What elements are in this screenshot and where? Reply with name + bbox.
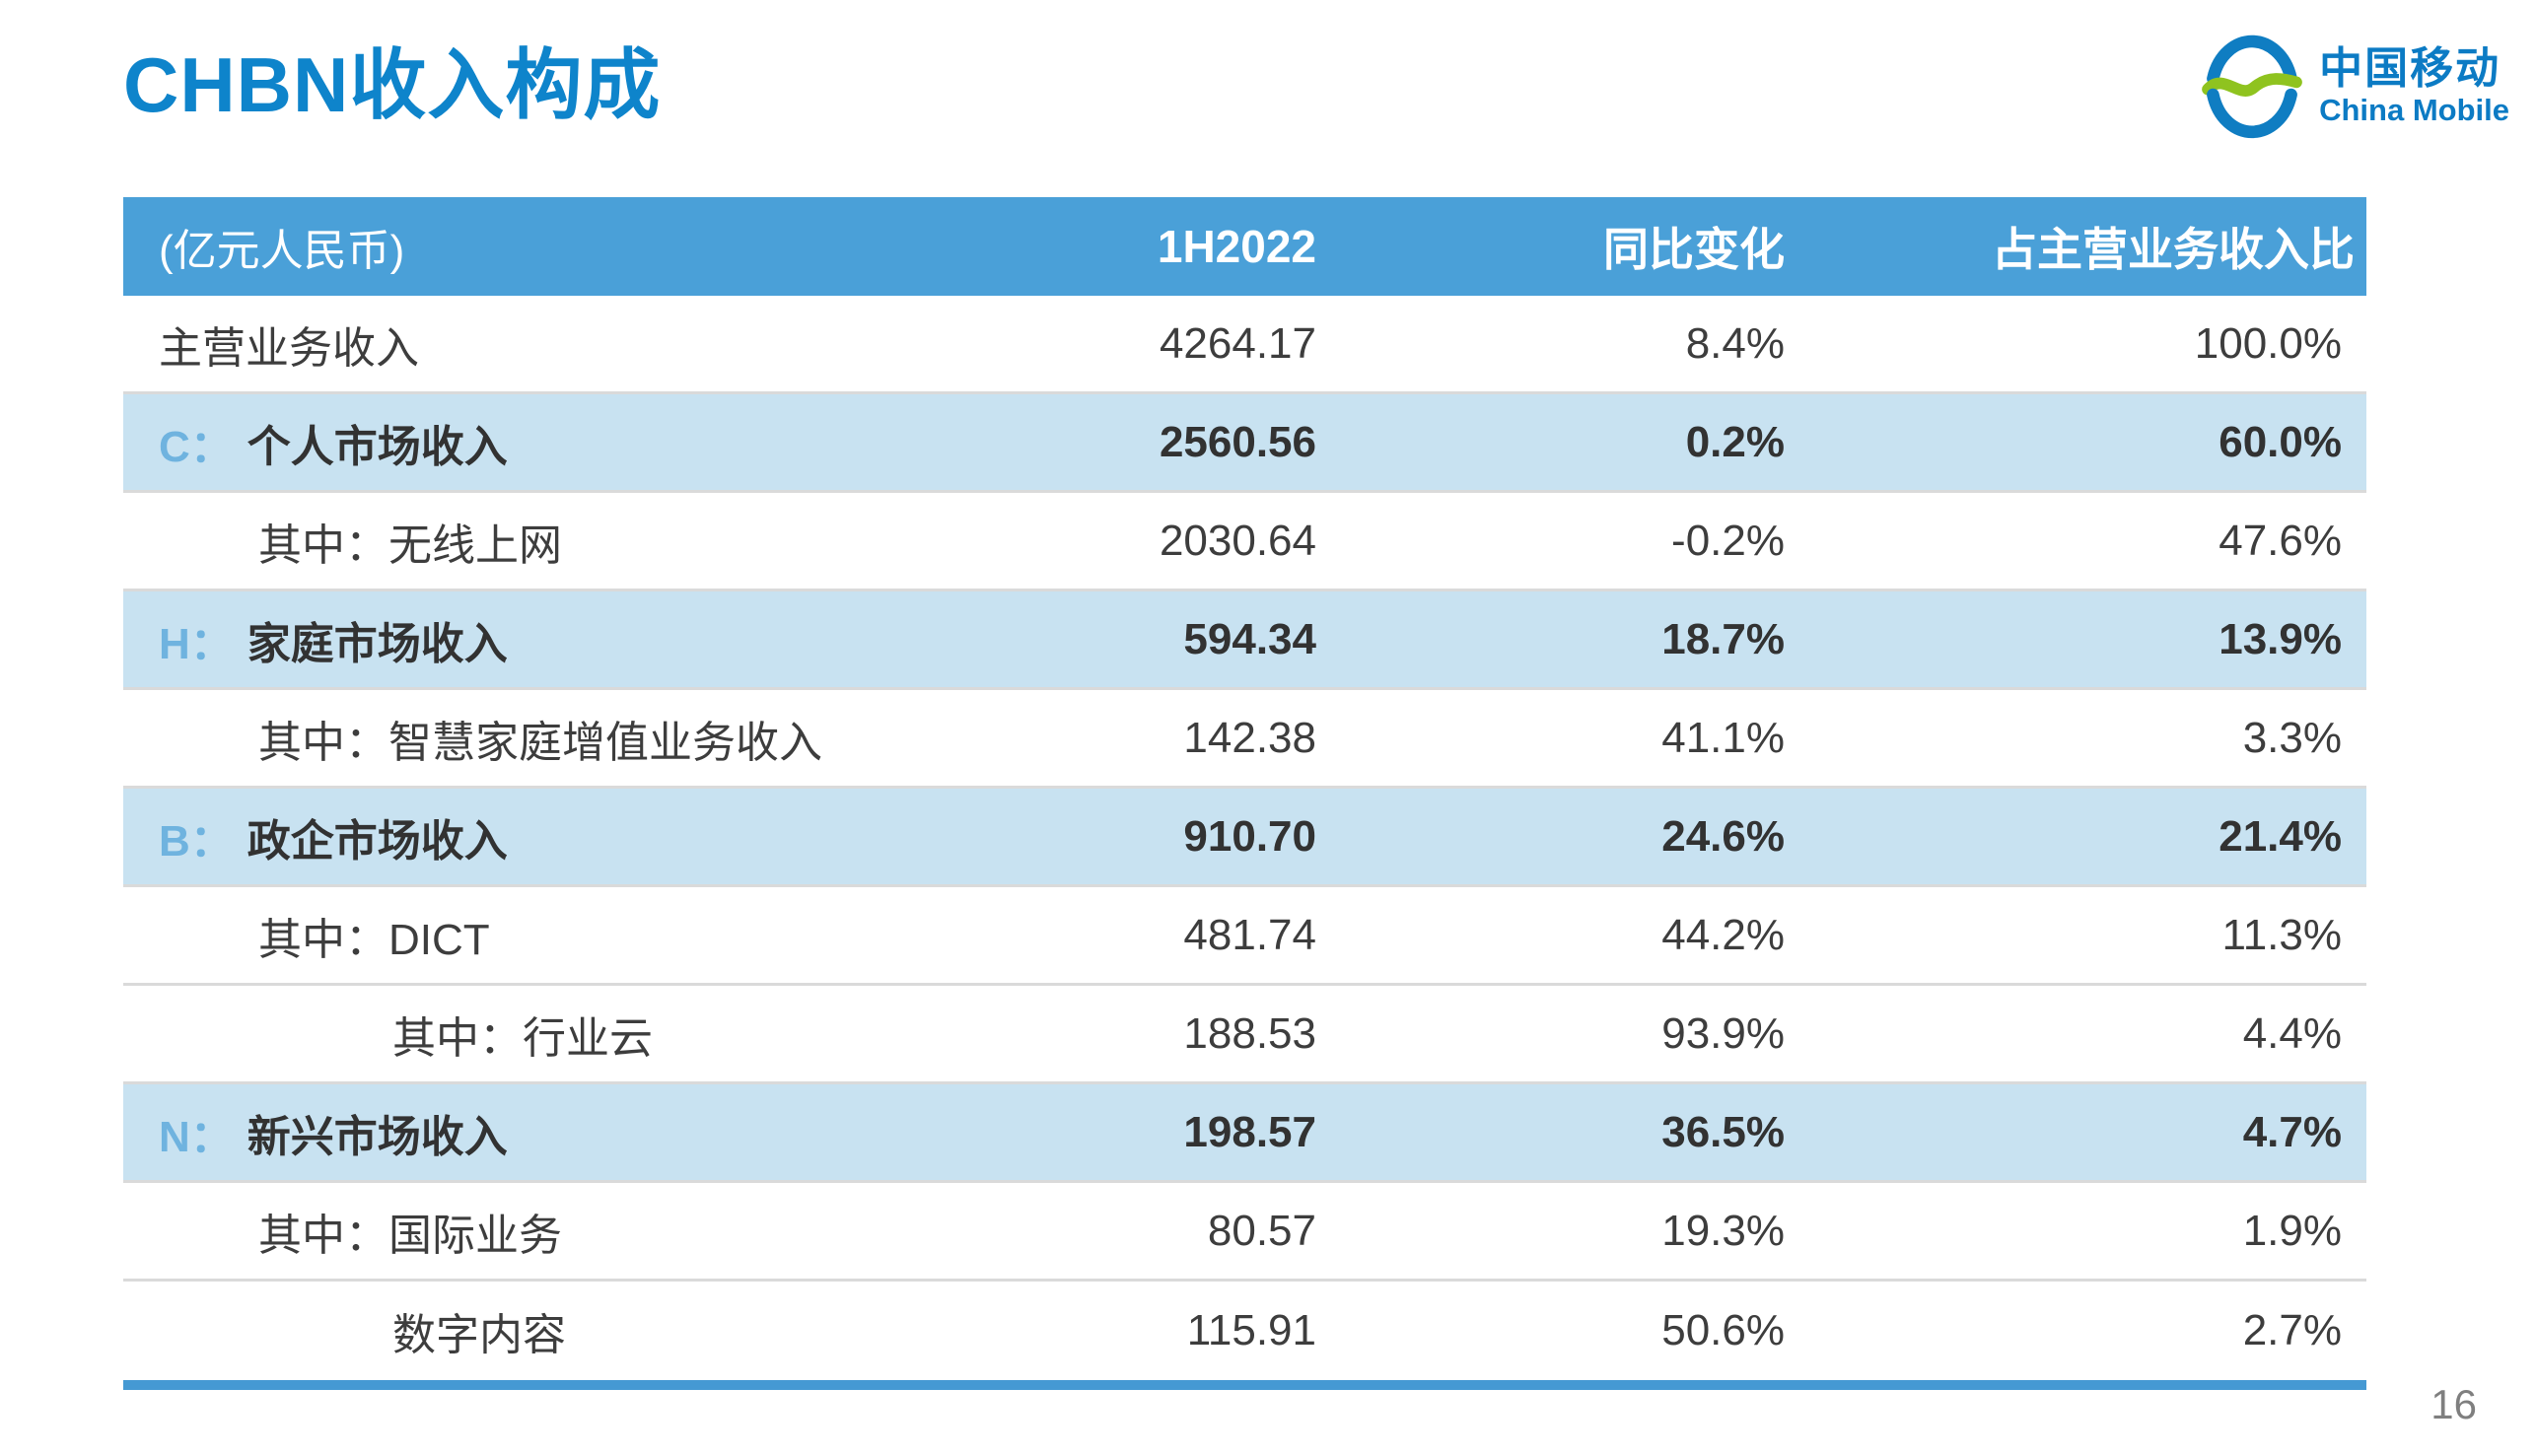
page-number: 16 [2430,1381,2477,1427]
row-label: 其中：智慧家庭增值业务收入 [258,718,822,767]
row-value-share: 2.7% [2242,1306,2342,1354]
row-value-share: 11.3% [2221,910,2343,959]
row-prefix-h: H： [159,619,234,668]
row-label: 政企市场收入 [247,816,508,866]
row-label: 主营业务收入 [159,323,419,373]
table-row: 其中：智慧家庭增值业务收入 142.38 41.1% 3.3% [123,690,2366,789]
row-value-yoy: 19.3% [1661,1206,1785,1255]
row-value-share: 13.9% [2219,614,2342,663]
row-value-period: 2030.64 [1159,516,1316,565]
table-row: 其中：DICT 481.74 44.2% 11.3% [123,887,2366,986]
row-label: 家庭市场收入 [247,619,508,668]
table-row-b: B： 政企市场收入 910.70 24.6% 21.4% [123,789,2366,887]
row-value-yoy: 50.6% [1661,1306,1785,1354]
page-title: CHBN收入构成 [123,41,662,128]
row-label: 其中：DICT [258,915,490,964]
row-label: 数字内容 [392,1311,566,1359]
row-prefix-c: C： [159,422,234,471]
row-value-period: 142.38 [1183,713,1316,762]
row-value-period: 80.57 [1207,1206,1316,1255]
row-value-yoy: 18.7% [1661,614,1785,663]
row-value-share: 4.7% [2242,1107,2342,1156]
row-value-share: 1.9% [2242,1206,2342,1255]
logo-name-en: China Mobile [2319,93,2509,128]
table-header-row: (亿元人民币) 1H2022 同比变化 占主营业务收入比 [123,197,2366,296]
row-value-yoy: 93.9% [1661,1008,1785,1058]
row-label: 其中：国际业务 [258,1211,562,1260]
row-value-yoy: 24.6% [1661,811,1785,861]
row-label: 新兴市场收入 [247,1112,508,1161]
revenue-table: (亿元人民币) 1H2022 同比变化 占主营业务收入比 主营业务收入 4264… [123,197,2366,1390]
table-row: 数字内容 115.91 50.6% 2.7% [123,1282,2366,1380]
table-row: 主营业务收入 4264.17 8.4% 100.0% [123,296,2366,394]
table-row: 其中：国际业务 80.57 19.3% 1.9% [123,1183,2366,1282]
row-value-yoy: 44.2% [1661,910,1785,959]
china-mobile-logo-icon [2202,35,2302,139]
row-value-share: 21.4% [2219,811,2342,861]
row-value-share: 60.0% [2219,417,2342,466]
row-value-period: 2560.56 [1159,417,1316,466]
row-value-share: 100.0% [2194,318,2342,368]
table-row-h: H： 家庭市场收入 594.34 18.7% 13.9% [123,591,2366,690]
row-value-period: 481.74 [1183,910,1316,959]
row-value-yoy: 36.5% [1661,1107,1785,1156]
header-unit: (亿元人民币) [159,227,405,275]
row-value-share: 47.6% [2219,516,2342,565]
table-row-c: C： 个人市场收入 2560.56 0.2% 60.0% [123,394,2366,493]
header-share: 占主营业务收入比 [1992,224,2355,275]
row-value-period: 198.57 [1183,1107,1316,1156]
table-row: 其中：无线上网 2030.64 -0.2% 47.6% [123,493,2366,591]
header-period: 1H2022 [1157,221,1316,272]
row-value-period: 115.91 [1186,1306,1316,1354]
row-value-period: 910.70 [1183,811,1316,861]
row-value-period: 188.53 [1183,1008,1316,1058]
row-prefix-b: B： [159,816,234,866]
row-prefix-n: N： [159,1112,234,1161]
row-value-yoy: 41.1% [1661,713,1785,762]
china-mobile-logo: 中国移动 China Mobile [2199,28,2509,144]
table-row: 其中：行业云 188.53 93.9% 4.4% [123,986,2366,1084]
row-value-period: 4264.17 [1159,318,1316,368]
row-value-share: 4.4% [2242,1008,2342,1058]
row-value-yoy: 0.2% [1685,417,1785,466]
row-label: 其中：无线上网 [258,520,562,570]
row-value-yoy: 8.4% [1685,318,1785,368]
row-label: 其中：行业云 [392,1013,653,1063]
header-yoy: 同比变化 [1603,224,1785,275]
row-value-period: 594.34 [1183,614,1316,663]
logo-text: 中国移动 China Mobile [2319,44,2509,128]
logo-name-cn: 中国移动 [2319,43,2501,93]
row-value-share: 3.3% [2242,713,2342,762]
table-bottom-accent-bar [123,1380,2366,1390]
row-label: 个人市场收入 [247,422,508,471]
row-value-yoy: -0.2% [1671,516,1785,565]
table-row-n: N： 新兴市场收入 198.57 36.5% 4.7% [123,1084,2366,1183]
